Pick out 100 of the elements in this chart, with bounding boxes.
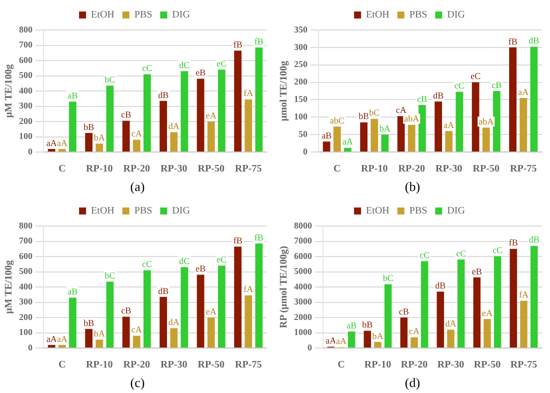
bar xyxy=(96,340,104,348)
data-label: aA xyxy=(444,120,455,130)
y-tick-label: 100 xyxy=(294,111,308,122)
data-label: dB xyxy=(528,234,540,245)
bar xyxy=(509,47,517,152)
data-label: dB xyxy=(433,90,444,100)
data-label: cB xyxy=(121,110,132,120)
bar xyxy=(447,330,454,348)
y-axis-title: μM TE/100g xyxy=(4,260,15,314)
data-label: eB xyxy=(196,68,206,78)
data-label: cC xyxy=(492,245,503,256)
y-tick-label: 800 xyxy=(19,220,33,230)
y-tick-label: 0 xyxy=(28,146,33,156)
data-label: fA xyxy=(244,88,254,98)
data-label: cC xyxy=(142,259,152,270)
bar xyxy=(234,50,242,152)
x-tick-label: RP-50 xyxy=(472,164,500,175)
x-tick-label: C xyxy=(58,360,66,371)
data-label: dB xyxy=(158,286,169,296)
legend-label: EtOH xyxy=(91,10,114,21)
bar xyxy=(484,319,491,348)
data-label: eB xyxy=(196,264,206,274)
data-label: bA xyxy=(372,330,384,341)
x-tick-label: RP-75 xyxy=(510,164,537,175)
legend-label: DIG xyxy=(447,10,465,21)
bar xyxy=(122,316,130,348)
bar xyxy=(85,328,93,348)
data-label: eC xyxy=(216,254,227,265)
data-label: aA xyxy=(518,86,530,97)
x-tick-label: RP-30 xyxy=(160,164,188,175)
legend-label: PBS xyxy=(409,10,428,21)
data-label: cC xyxy=(456,248,466,258)
bar xyxy=(122,120,130,152)
bar xyxy=(218,70,226,152)
x-tick-label: RP-75 xyxy=(510,360,538,371)
data-label: fA xyxy=(519,290,529,300)
text: (d) xyxy=(404,374,422,392)
bar xyxy=(196,78,204,152)
y-tick-label: 400 xyxy=(19,281,33,292)
bar xyxy=(170,328,178,348)
y-tick-label: 7000 xyxy=(294,236,312,246)
bar xyxy=(106,86,114,152)
y-tick-label: 200 xyxy=(19,312,33,322)
data-label: eA xyxy=(206,110,217,120)
legend-label: DIG xyxy=(172,206,190,217)
y-tick-label: 6000 xyxy=(294,250,312,261)
data-label: dA xyxy=(445,318,457,329)
x-tick-label: RP-50 xyxy=(198,360,224,371)
y-tick-label: 700 xyxy=(19,236,33,246)
bar xyxy=(48,148,56,152)
data-label: bB xyxy=(358,111,370,122)
legend-label: PBS xyxy=(409,206,428,217)
x-tick-label: C xyxy=(334,164,341,175)
x-tick-label: RP-10 xyxy=(86,164,113,175)
data-label: eC xyxy=(470,71,481,82)
bar xyxy=(400,318,408,348)
data-label: aB xyxy=(322,130,332,140)
data-label: aA xyxy=(56,138,68,148)
bar xyxy=(48,344,56,348)
bar xyxy=(492,91,500,152)
data-label: dB xyxy=(528,36,540,46)
y-tick-label: 400 xyxy=(19,85,33,96)
data-label: cC xyxy=(420,250,430,260)
text: (b) xyxy=(404,178,422,196)
bar xyxy=(96,144,104,152)
bar xyxy=(255,244,263,348)
y-tick-label: 0 xyxy=(308,342,312,352)
y-tick-label: 300 xyxy=(19,296,33,307)
bar xyxy=(472,82,480,152)
legend-label: DIG xyxy=(447,206,465,217)
x-tick-label: RP-75 xyxy=(235,360,262,371)
bar xyxy=(436,292,444,348)
data-label: fB xyxy=(508,238,518,248)
x-tick-label: C xyxy=(58,164,66,175)
bar xyxy=(207,122,215,152)
x-tick-label: RP-20 xyxy=(400,360,428,371)
legend-label: EtOH xyxy=(366,10,390,21)
bar xyxy=(397,116,405,152)
data-label: cA xyxy=(131,128,142,139)
bar xyxy=(408,124,416,152)
y-tick-label: 4000 xyxy=(294,281,312,292)
y-tick-label: 50 xyxy=(298,128,308,139)
x-tick-label: RP-10 xyxy=(361,164,388,175)
legend-label: EtOH xyxy=(91,206,114,217)
bar xyxy=(143,74,151,152)
data-label: aA xyxy=(46,138,58,148)
y-tick-label: 5000 xyxy=(294,266,312,276)
y-axis-title: μmol TE/100g xyxy=(278,60,290,122)
data-label: aA xyxy=(342,136,354,147)
text: (a) xyxy=(129,178,146,196)
bar xyxy=(68,298,76,348)
data-label: bA xyxy=(94,132,106,142)
data-label: bA xyxy=(379,123,391,134)
bar xyxy=(132,336,140,348)
y-tick-label: 700 xyxy=(19,40,33,50)
y-tick-label: 200 xyxy=(294,76,308,87)
bar xyxy=(457,260,465,348)
bar xyxy=(180,71,188,152)
x-tick-label: RP-20 xyxy=(123,164,150,175)
data-label: dB xyxy=(435,280,446,290)
